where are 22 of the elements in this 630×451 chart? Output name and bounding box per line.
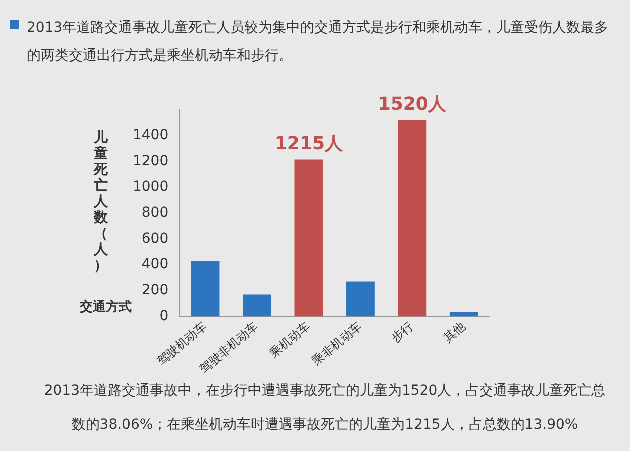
bar	[242, 294, 272, 317]
x-axis-title: 交通方式	[80, 298, 132, 316]
bar	[346, 282, 375, 317]
y-tick-label: 800	[142, 204, 169, 221]
y-tick-label: 1400	[132, 127, 169, 144]
text: 2013年道路交通事故中，在步行中遭遇事故死亡的儿童为1520人，占交通事故儿童死亡总数的38.06%；在乘坐机动车时遭遇事故死亡的儿童为1215人，占总数的13.90%	[44, 383, 606, 433]
text: 儿童死亡人数（人）	[94, 130, 108, 274]
y-tick-label: 1000	[132, 179, 169, 196]
bar	[191, 261, 220, 317]
bar	[450, 312, 478, 317]
chart-title: 2013年道路交通事故儿童死亡人员较为集中的交通方式是步行和乘机动车，儿童受伤人数最多的两类交通出行方式是乘坐机动车和步行。	[27, 19, 610, 66]
x-tick-label: 其他	[440, 319, 468, 346]
data-label: 1520人	[378, 94, 448, 116]
bar	[294, 160, 324, 317]
data-label: 1215人	[274, 133, 344, 154]
y-tick-label: 400	[142, 256, 169, 273]
bar	[398, 120, 427, 317]
x-tick-label: 步行	[388, 319, 416, 346]
y-tick-label: 600	[142, 230, 169, 247]
y-tick-label: 0	[160, 308, 169, 324]
y-tick-label: 1200	[132, 153, 169, 170]
y-tick-label: 200	[142, 282, 169, 298]
